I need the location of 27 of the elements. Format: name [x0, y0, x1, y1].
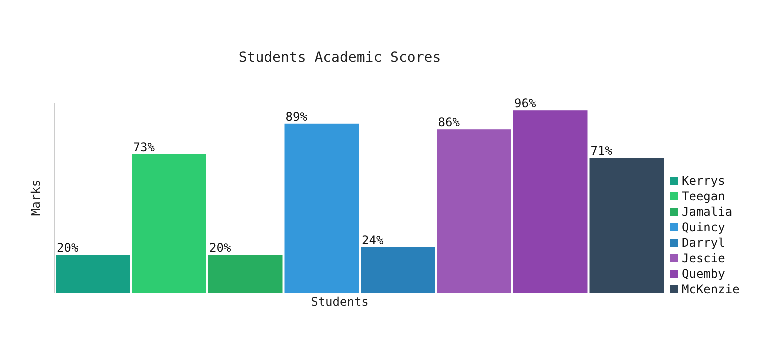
legend-label: Quincy [682, 220, 726, 234]
bar [514, 110, 588, 293]
data-label: 71% [590, 144, 614, 158]
bar [284, 124, 359, 293]
bar [56, 255, 130, 293]
data-label: 73% [133, 140, 156, 154]
legend-label: Jamalia [682, 205, 733, 219]
bar [361, 247, 436, 293]
bar [590, 158, 664, 293]
legend-label: Kerrys [682, 174, 726, 188]
legend-label: Jescie [682, 252, 726, 266]
legend-label: Quemby [682, 267, 726, 281]
legend-label: Teegan [682, 190, 726, 204]
legend-label: McKenzie [682, 282, 740, 296]
bar [208, 255, 283, 293]
data-label: 20% [57, 241, 80, 255]
data-label: 89% [286, 110, 308, 124]
data-label: 24% [362, 233, 384, 248]
data-label: 96% [514, 96, 537, 111]
bar [132, 154, 206, 293]
data-label: 20% [210, 241, 232, 255]
data-label: 86% [438, 116, 461, 130]
x-axis-title: Students [311, 295, 369, 309]
bar [437, 130, 512, 293]
y-axis-title: Marks [29, 180, 43, 216]
chart-title: Students Academic Scores [238, 50, 442, 66]
legend-label: Darryl [682, 236, 726, 250]
